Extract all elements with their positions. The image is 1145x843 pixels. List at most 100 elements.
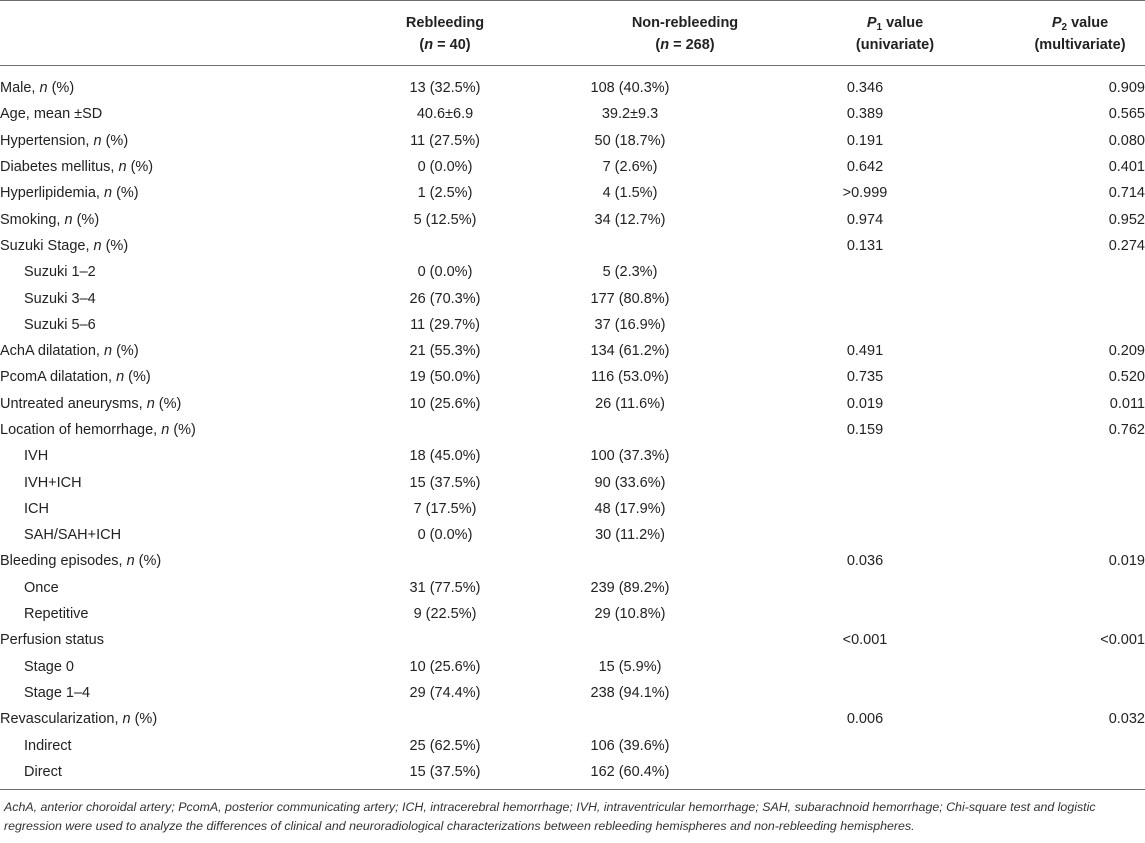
- cell-non-rebleeding: 29 (10.8%): [594, 606, 666, 623]
- cell-non-rebleeding: 15 (5.9%): [598, 658, 662, 675]
- cell-p1: 0.346: [846, 80, 884, 97]
- header-p2-sub: (multivariate): [1034, 37, 1126, 53]
- cell-p1: [760, 443, 970, 469]
- row-label: Male, n (%): [0, 80, 75, 97]
- cell-p1: 0.735: [846, 369, 884, 386]
- row-label: IVH+ICH: [24, 474, 82, 491]
- cell-p1: [760, 654, 970, 680]
- header-p1: P1 value (univariate): [825, 12, 965, 56]
- row-label: Suzuki 3–4: [24, 290, 96, 307]
- row-label: Suzuki Stage, n (%): [0, 237, 129, 254]
- cell-non-rebleeding: [500, 417, 760, 443]
- cell-p1: [760, 680, 970, 706]
- row-label: Location of hemorrhage, n (%): [0, 422, 196, 438]
- row-label: Age, mean ±SD: [0, 106, 103, 123]
- cell-non-rebleeding: 7 (2.6%): [602, 159, 658, 176]
- row-label: AchA dilatation, n (%): [0, 343, 139, 360]
- cell-p2: [970, 732, 1145, 758]
- row-label: Suzuki 1–2: [24, 264, 96, 281]
- cell-p1: [760, 285, 970, 311]
- header-p1-title: P1 value: [866, 15, 924, 33]
- cell-p2: [970, 469, 1145, 495]
- table-row: IVH+ICH 15 (37.5%) 90 (33.6%): [0, 469, 1145, 495]
- header-rebleeding-n: (n = 40): [419, 37, 471, 53]
- cell-non-rebleeding: [500, 627, 760, 653]
- row-label: SAH/SAH+ICH: [24, 527, 122, 544]
- cell-rebleeding: 29 (74.4%): [409, 684, 481, 701]
- bottom-rule: [0, 789, 1145, 790]
- row-label: Smoking, n (%): [0, 211, 100, 228]
- cell-p2: 0.209: [1108, 343, 1145, 360]
- table-row: Repetitive 9 (22.5%) 29 (10.8%): [0, 601, 1145, 627]
- row-label: PcomA dilatation, n (%): [0, 369, 151, 386]
- cell-rebleeding: 31 (77.5%): [409, 579, 481, 596]
- cell-p1: 0.491: [846, 343, 884, 360]
- table-row: Diabetes mellitus, n (%) 0 (0.0%) 7 (2.6%)…: [0, 154, 1145, 180]
- cell-p1: 0.389: [846, 106, 884, 123]
- cell-p1: [760, 259, 970, 285]
- table-row: AchA dilatation, n (%) 21 (55.3%) 134 (61.…: [0, 338, 1145, 364]
- table-row: Perfusion status <0.001 <0.001: [0, 627, 1145, 653]
- cell-p2: [970, 759, 1145, 785]
- cell-non-rebleeding: 108 (40.3%): [590, 80, 670, 97]
- header-rule: [0, 65, 1145, 66]
- table-row: Location of hemorrhage, n (%) 0.159 0.762: [0, 417, 1145, 443]
- cell-non-rebleeding: [500, 233, 760, 259]
- cell-non-rebleeding: [500, 548, 760, 574]
- cell-p2: [970, 312, 1145, 338]
- table-row: Stage 1–4 29 (74.4%) 238 (94.1%): [0, 680, 1145, 706]
- row-label: Hypertension, n (%): [0, 132, 129, 149]
- cell-rebleeding: 10 (25.6%): [409, 658, 481, 675]
- cell-rebleeding: 13 (32.5%): [409, 80, 481, 97]
- header-non-rebleeding-n: (n = 268): [655, 37, 715, 53]
- table-row: Revascularization, n (%) 0.006 0.032: [0, 706, 1145, 732]
- cell-rebleeding: 0 (0.0%): [417, 527, 473, 544]
- cell-p2: 0.520: [1108, 369, 1145, 386]
- cell-p1: [760, 732, 970, 758]
- cell-p1: [760, 469, 970, 495]
- row-label: Untreated aneurysms, n (%): [0, 395, 182, 412]
- cell-non-rebleeding: 4 (1.5%): [602, 185, 658, 202]
- table-row: Indirect 25 (62.5%) 106 (39.6%): [0, 732, 1145, 758]
- row-label: Indirect: [24, 737, 72, 754]
- cell-p2: 0.909: [1108, 80, 1145, 97]
- table-row: ICH 7 (17.5%) 48 (17.9%): [0, 496, 1145, 522]
- cell-non-rebleeding: 26 (11.6%): [595, 395, 665, 412]
- header-rebleeding-title: Rebleeding: [405, 15, 485, 31]
- cell-rebleeding: 26 (70.3%): [409, 290, 481, 307]
- cell-p1: 0.642: [846, 159, 884, 176]
- cell-p2: 0.565: [1108, 106, 1145, 123]
- cell-non-rebleeding: 48 (17.9%): [594, 500, 666, 517]
- cell-p2: [970, 680, 1145, 706]
- cell-non-rebleeding: [500, 706, 760, 732]
- table-row: SAH/SAH+ICH 0 (0.0%) 30 (11.2%): [0, 522, 1145, 548]
- top-rule: [0, 0, 1145, 1]
- row-label: ICH: [24, 500, 49, 517]
- row-label: Suzuki 5–6: [24, 316, 96, 333]
- header-p1-sub: (univariate): [855, 37, 935, 53]
- cell-non-rebleeding: 134 (61.2%): [590, 343, 670, 360]
- cell-p2: <0.001: [1100, 632, 1145, 649]
- cell-rebleeding: 5 (12.5%): [413, 211, 477, 228]
- cell-p2: 0.762: [1108, 422, 1145, 438]
- cell-p2: 0.032: [1108, 711, 1145, 728]
- table-row: Once 31 (77.5%) 239 (89.2%): [0, 575, 1145, 601]
- cell-p2: 0.952: [1108, 211, 1145, 228]
- header-p2-title: P2 value: [1051, 15, 1109, 33]
- cell-non-rebleeding: 177 (80.8%): [590, 290, 670, 307]
- cell-non-rebleeding: 100 (37.3%): [590, 448, 670, 465]
- row-label: Repetitive: [24, 606, 89, 623]
- cell-rebleeding: 11 (27.5%): [410, 132, 480, 149]
- data-table: Male, n (%) 13 (32.5%) 108 (40.3%) 0.346 0.9…: [0, 75, 1145, 785]
- cell-non-rebleeding: 50 (18.7%): [594, 132, 666, 149]
- cell-p1: 0.019: [846, 395, 884, 412]
- row-label: Diabetes mellitus, n (%): [0, 159, 154, 176]
- cell-p2: [970, 285, 1145, 311]
- cell-non-rebleeding: 238 (94.1%): [590, 684, 670, 701]
- cell-p2: 0.080: [1108, 132, 1145, 149]
- cell-rebleeding: [390, 627, 500, 653]
- header-non-rebleeding-title: Non-rebleeding: [631, 15, 739, 31]
- cell-rebleeding: 11 (29.7%): [410, 316, 480, 333]
- cell-p1: <0.001: [842, 632, 888, 649]
- row-label: IVH: [24, 448, 49, 465]
